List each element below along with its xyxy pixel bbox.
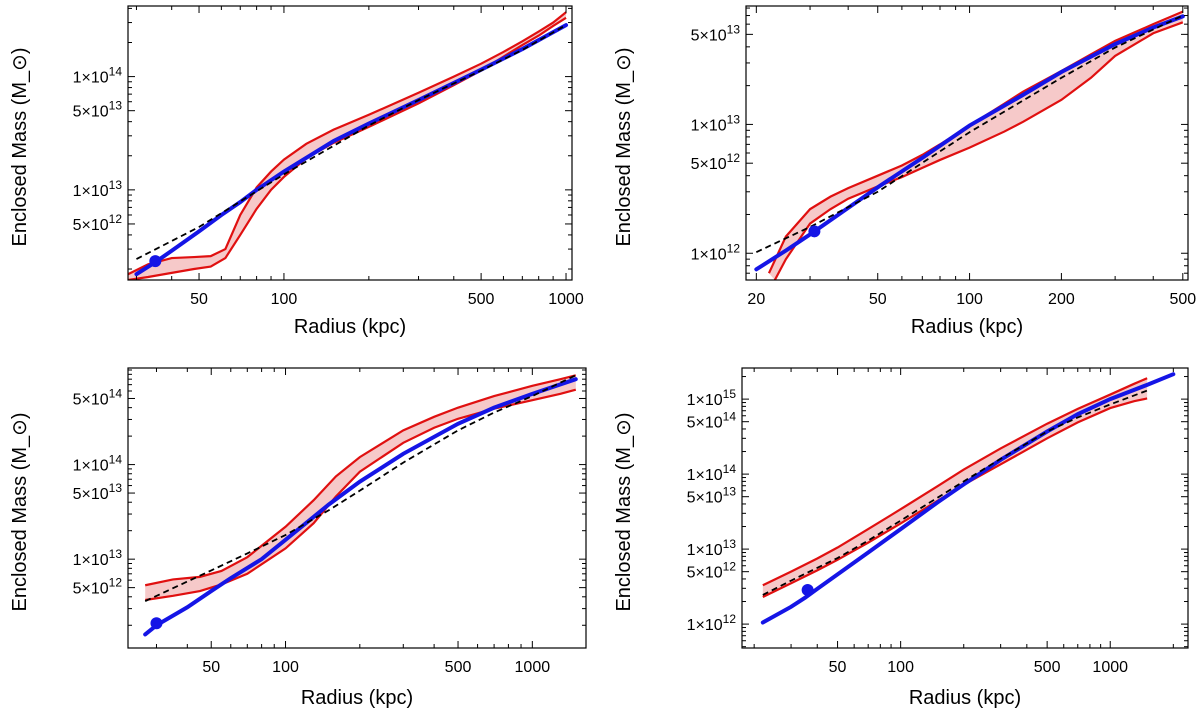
y-tick-label: 1×1012 [687,612,737,634]
y-tick-label: 5×1013 [691,22,741,44]
x-tick-label: 50 [829,659,847,676]
x-tick-label: 1000 [515,659,551,676]
y-tick-label: 1×1013 [73,178,123,200]
uncertainty-band [128,12,567,280]
x-tick-label: 500 [468,291,495,308]
y-tick-label: 5×1014 [73,386,123,408]
y-tick-label: 5×1012 [73,576,123,598]
plot-area [128,11,569,280]
plot-frame [741,367,1189,649]
y-axis-title: Enclosed Mass (M_⊙) [9,412,31,611]
series-uncertainty-upper [128,11,567,276]
series-fit-dashed [136,24,567,260]
y-tick-label: 1×1013 [691,112,741,134]
x-tick-label: 500 [445,659,472,676]
y-axis-title: Enclosed Mass (M_⊙) [613,47,635,246]
y-tick-label: 5×1012 [73,212,123,234]
x-axis-title: Radius (kpc) [301,687,413,709]
x-tick-label: 100 [272,659,299,676]
series-model-blue [754,14,1185,272]
y-tick-label: 1×1014 [73,65,123,87]
x-tick-label: 50 [202,659,220,676]
plot-area [760,372,1176,625]
series-model-blue [143,377,578,637]
x-tick-label: 1000 [548,291,584,308]
chart-panel-top-right: 20 50 100 200 500 5×1013 1×1013 5×1012 1×1012 Rad… [613,5,1196,338]
uncertainty-band [768,11,1183,280]
data-point-marker [801,583,814,596]
x-tick-label: 100 [887,659,914,676]
data-point-marker [808,225,821,238]
series-model-blue [134,23,569,277]
y-tick-label: 5×1014 [687,410,737,432]
data-point-marker [149,255,162,268]
series-model-blue [760,372,1176,625]
series-fit-dashed [144,374,577,602]
plot-area [143,374,578,637]
series-fit-dashed [755,14,1184,253]
x-tick-label: 20 [747,291,765,308]
y-tick-label: 1×1012 [691,241,741,263]
y-tick-label: 1×1013 [73,547,123,569]
x-tick-label: 50 [869,291,887,308]
series-uncertainty-upper [144,374,577,587]
y-tick-label: 1×1014 [73,453,123,475]
x-tick-label: 500 [1034,659,1061,676]
x-tick-label: 50 [190,291,208,308]
y-tick-label: 1×1013 [687,537,737,559]
x-tick-label: 500 [1169,291,1196,308]
plot-frame [127,367,587,649]
series-uncertainty-upper [762,377,1148,587]
chart-panel-bottom-left: 50 100 500 1000 5×1014 1×1014 5×1013 1×1013 5×10… [9,367,587,709]
y-tick-label: 1×1014 [687,462,737,484]
series-uncertainty-lower [145,388,577,602]
plot-area [754,10,1185,280]
uncertainty-band [145,375,576,601]
y-tick-label: 5×1012 [687,560,737,582]
y-axis-title: Enclosed Mass (M_⊙) [9,47,31,246]
series-uncertainty-lower [773,21,1184,280]
chart-panel-top-left: 50 100 500 1000 1×1014 5×1013 1×1013 5×1012 Radi… [9,5,584,338]
x-tick-label: 100 [956,291,983,308]
y-tick-label: 1×1015 [687,387,737,409]
plot-frame [127,5,573,281]
y-tick-label: 5×1013 [73,99,123,121]
x-axis-title: Radius (kpc) [911,316,1023,338]
x-tick-label: 1000 [1092,659,1128,676]
data-point-marker [150,617,163,630]
y-axis-title: Enclosed Mass (M_⊙) [613,412,635,611]
x-axis-title: Radius (kpc) [909,687,1021,709]
series-fit-dashed [762,389,1148,596]
x-tick-label: 200 [1048,291,1075,308]
x-axis-title: Radius (kpc) [294,316,406,338]
y-tick-label: 5×1013 [687,485,737,507]
y-tick-label: 5×1012 [691,151,741,173]
x-tick-label: 100 [271,291,298,308]
y-tick-label: 5×1013 [73,481,123,503]
plot-frame [745,5,1189,281]
